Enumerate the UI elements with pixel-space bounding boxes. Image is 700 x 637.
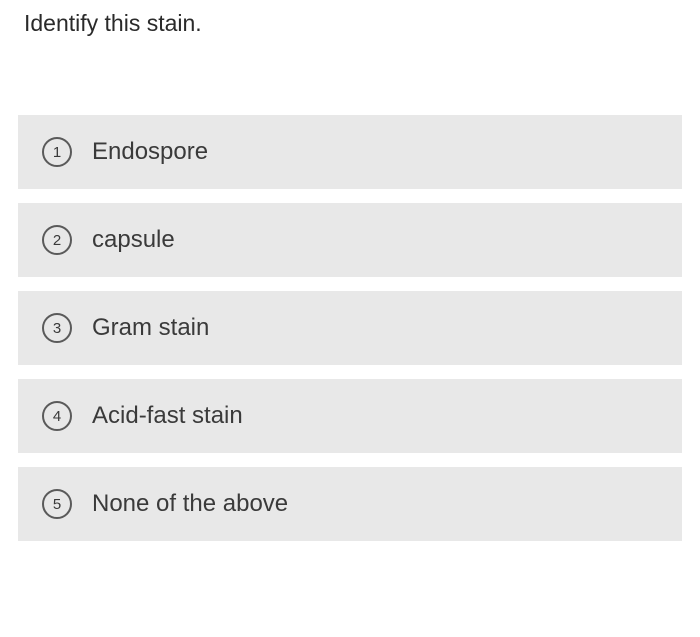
option-number-badge: 3 — [42, 313, 72, 343]
option-number-badge: 1 — [42, 137, 72, 167]
option-label: None of the above — [92, 490, 288, 518]
options-container: 1 Endospore 2 capsule 3 Gram stain 4 Aci… — [18, 115, 682, 541]
option-item[interactable]: 1 Endospore — [18, 115, 682, 189]
option-item[interactable]: 2 capsule — [18, 203, 682, 277]
question-text: Identify this stain. — [24, 10, 682, 37]
option-number-badge: 4 — [42, 401, 72, 431]
option-item[interactable]: 4 Acid-fast stain — [18, 379, 682, 453]
option-number-badge: 5 — [42, 489, 72, 519]
option-label: Acid-fast stain — [92, 402, 243, 430]
option-item[interactable]: 3 Gram stain — [18, 291, 682, 365]
option-label: capsule — [92, 226, 175, 254]
option-label: Gram stain — [92, 314, 209, 342]
option-number-badge: 2 — [42, 225, 72, 255]
option-item[interactable]: 5 None of the above — [18, 467, 682, 541]
option-label: Endospore — [92, 138, 208, 166]
